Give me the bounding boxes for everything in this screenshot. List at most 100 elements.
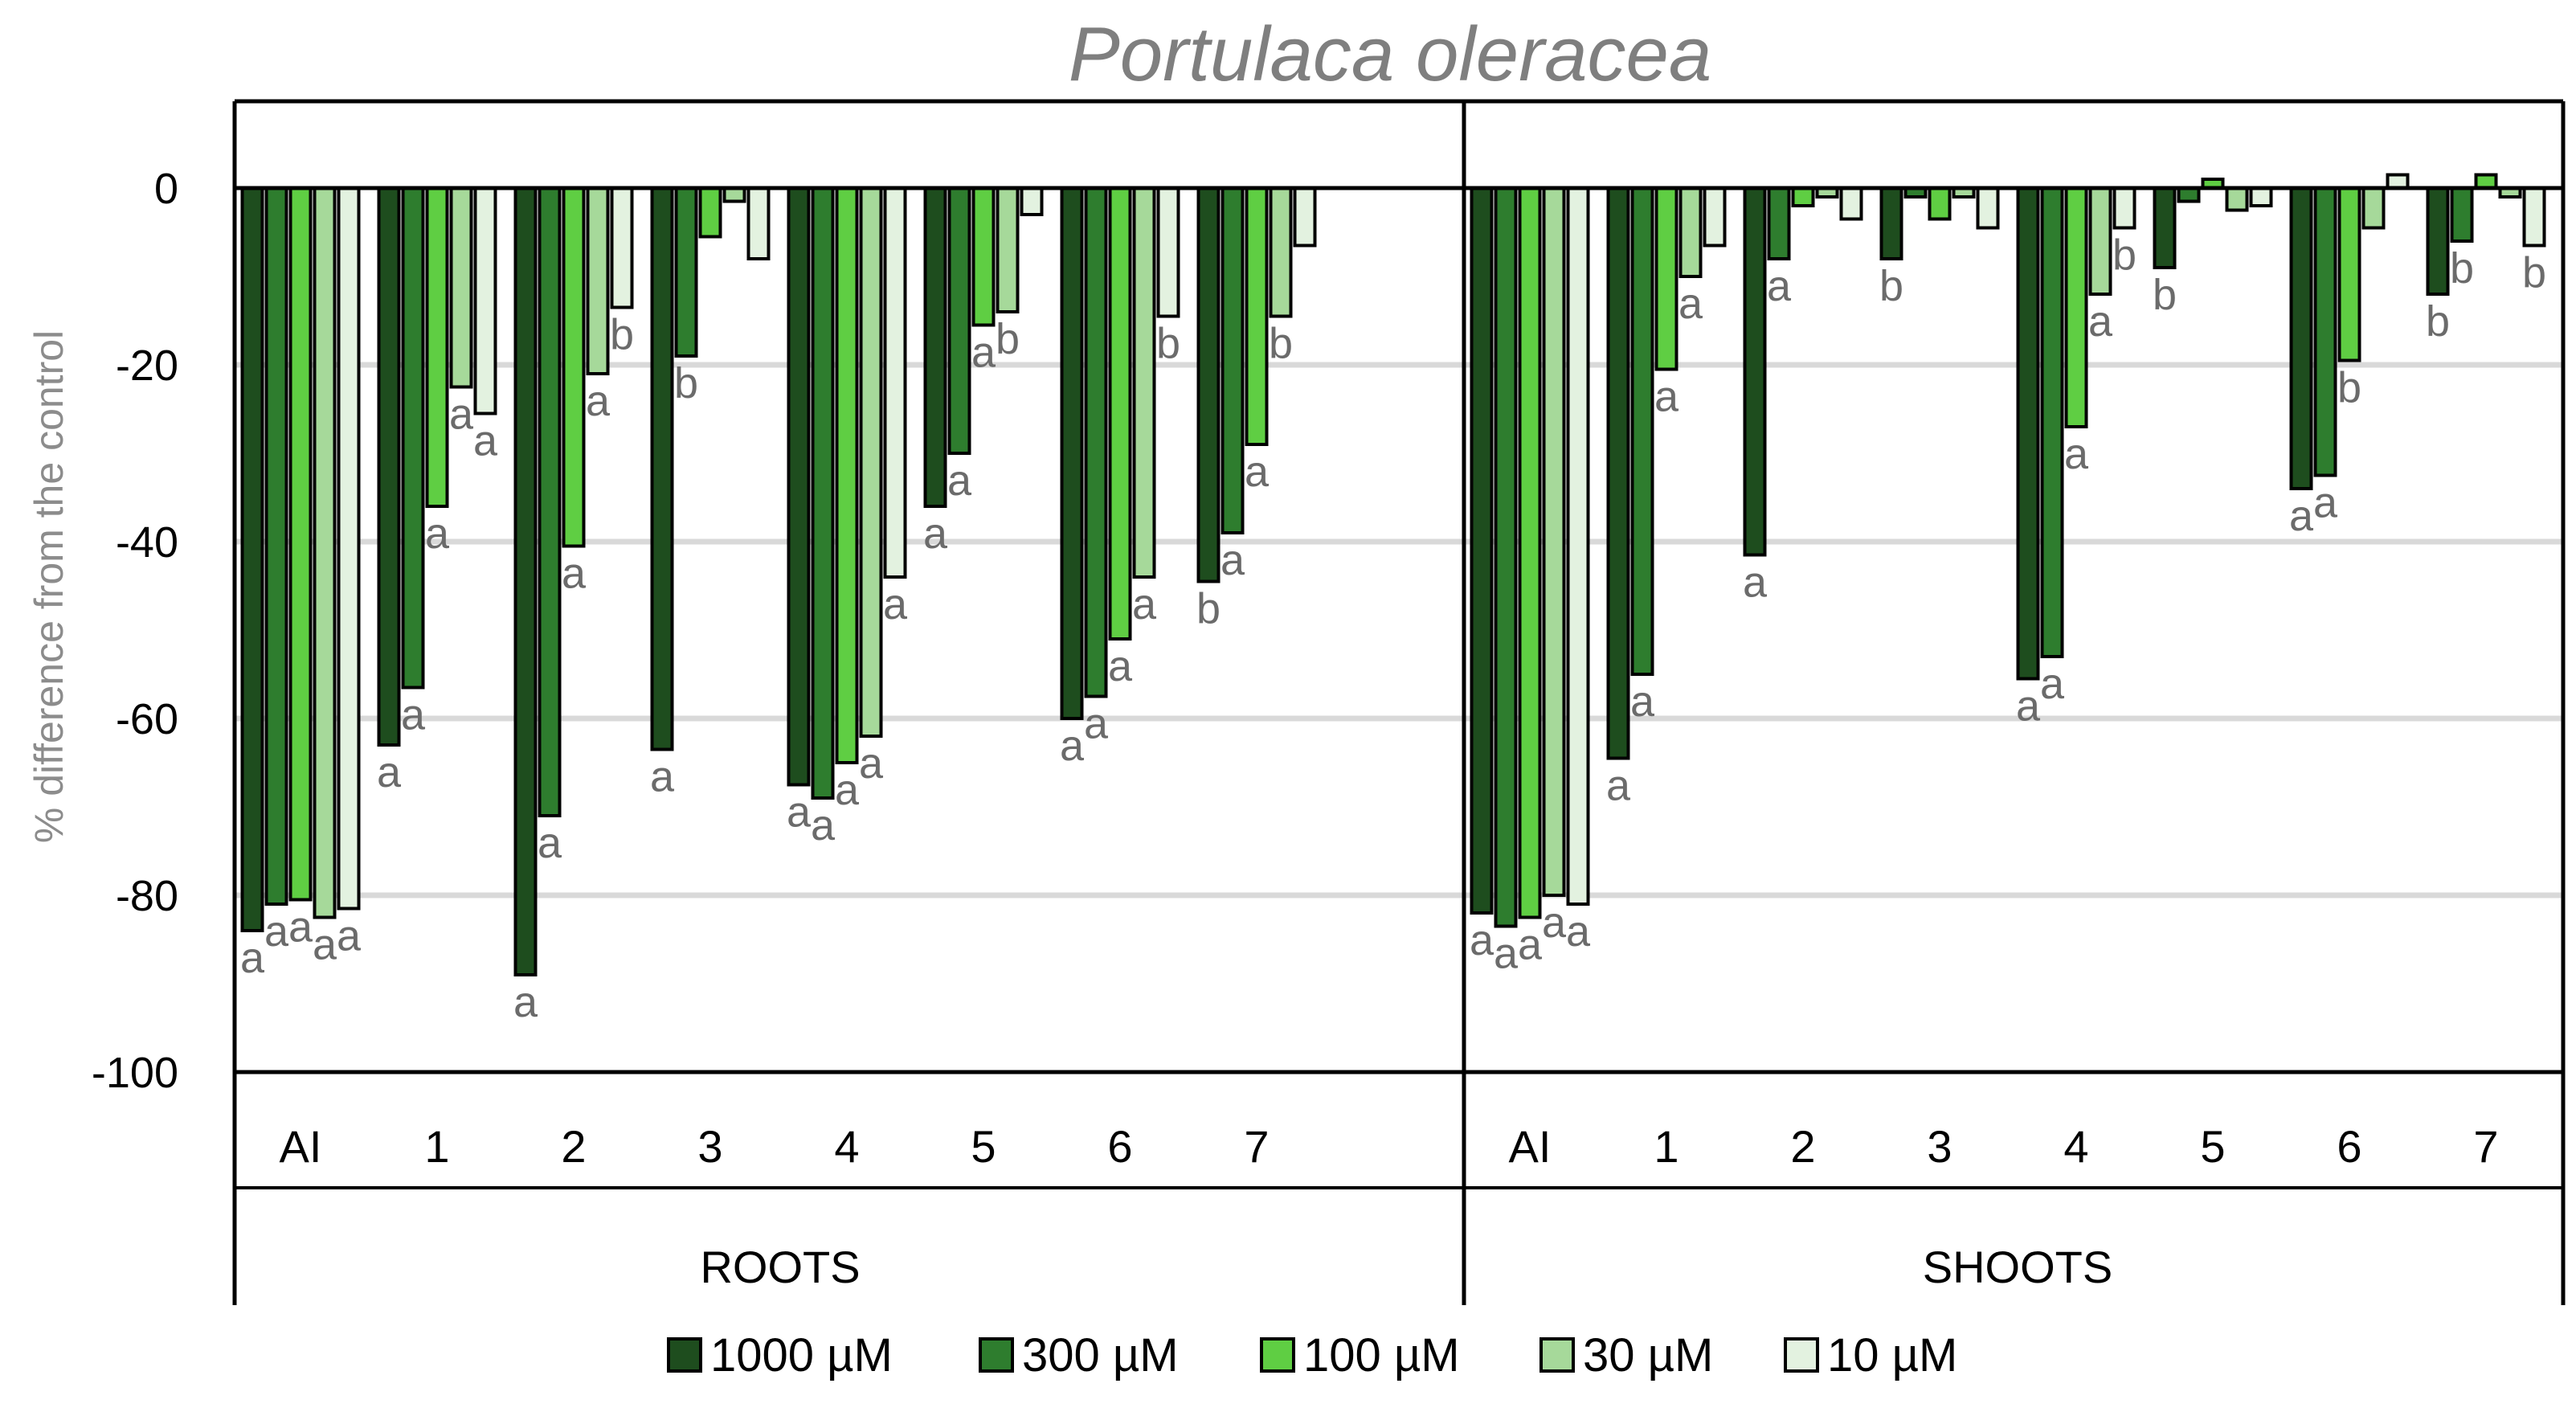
bar-shoots-5-0 — [2153, 186, 2177, 269]
significance-letter: a — [538, 819, 562, 867]
significance-letter: a — [1767, 262, 1792, 310]
significance-letter: a — [787, 788, 812, 837]
bar-shoots-7-4 — [2522, 186, 2546, 248]
bar-shoots-AI-3 — [1542, 186, 1566, 897]
bar-shoots-2-1 — [1767, 186, 1791, 260]
significance-letter: a — [240, 934, 265, 982]
x-tick-label: 1 — [424, 1121, 449, 1172]
significance-letter: b — [610, 311, 634, 359]
significance-letter: a — [377, 748, 402, 796]
significance-letter: a — [650, 753, 675, 801]
bar-roots-2-0 — [513, 186, 538, 976]
significance-letter: b — [2337, 364, 2361, 412]
x-tick-label: 4 — [2063, 1121, 2088, 1172]
significance-letter: a — [1678, 280, 1703, 328]
legend-swatch — [1784, 1337, 1819, 1373]
bar-roots-7-4 — [1293, 186, 1317, 248]
bar-roots-5-1 — [947, 186, 971, 455]
bar-shoots-7-0 — [2426, 186, 2450, 296]
significance-letter: a — [1494, 930, 1519, 978]
bar-shoots-AI-4 — [1566, 186, 1590, 906]
bar-shoots-4-0 — [2016, 186, 2040, 681]
significance-letter: a — [401, 691, 426, 739]
chart-title: Portulaca oleracea — [1069, 11, 1711, 97]
legend-entry: 1000 µM — [710, 1329, 893, 1381]
bar-roots-7-0 — [1196, 186, 1221, 583]
bar-roots-3-0 — [650, 186, 674, 751]
legend-swatch — [1260, 1337, 1295, 1373]
x-tick-label: 4 — [834, 1121, 859, 1172]
significance-letter: a — [1245, 448, 1270, 496]
plot-frame — [232, 99, 2566, 1305]
x-tick-label: 1 — [1654, 1121, 1678, 1172]
bar-shoots-4-1 — [2040, 186, 2064, 658]
significance-letter: a — [2088, 297, 2113, 346]
significance-letter: b — [2522, 249, 2546, 297]
bar-shoots-4-4 — [2112, 186, 2136, 230]
significance-letter: a — [264, 907, 289, 956]
significance-letter: b — [674, 359, 698, 407]
bar-shoots-6-2 — [2337, 186, 2361, 362]
bar-roots-AI-4 — [337, 186, 361, 911]
y-tick-label: -40 — [116, 518, 178, 567]
significance-letter: a — [425, 510, 450, 558]
significance-letter: a — [1084, 700, 1109, 748]
significance-letter: a — [2313, 479, 2338, 527]
significance-letter: a — [337, 912, 362, 960]
bar-roots-5-2 — [971, 186, 996, 327]
bar-roots-2-3 — [586, 186, 610, 375]
legend-swatch — [979, 1337, 1014, 1373]
bar-roots-4-3 — [859, 186, 883, 738]
bar-roots-7-2 — [1245, 186, 1269, 446]
group-label: SHOOTS — [1923, 1242, 2112, 1292]
bar-roots-2-2 — [562, 186, 586, 548]
bars — [240, 173, 2546, 976]
bar-shoots-3-2 — [1928, 186, 1952, 221]
significance-letter: a — [947, 456, 972, 505]
significance-letter: b — [2153, 271, 2177, 319]
bar-roots-4-4 — [883, 186, 907, 579]
significance-letter: a — [2040, 660, 2065, 708]
bar-roots-4-2 — [835, 186, 859, 764]
x-tick-label: AI — [1509, 1121, 1552, 1172]
y-tick-label: -80 — [116, 872, 178, 920]
legend-entry: 100 µM — [1303, 1329, 1460, 1381]
bar-roots-1-1 — [401, 186, 425, 690]
y-axis-label: % difference from the control — [27, 330, 72, 843]
bar-shoots-1-1 — [1630, 186, 1654, 676]
bar-roots-4-1 — [811, 186, 835, 800]
y-tick-label: -20 — [116, 342, 178, 390]
significance-letter: a — [883, 580, 908, 628]
bar-roots-AI-1 — [264, 186, 288, 906]
significance-letter: a — [923, 510, 948, 558]
bar-shoots-6-1 — [2313, 186, 2337, 477]
bar-shoots-1-2 — [1654, 186, 1678, 371]
significance-letter: a — [1221, 536, 1245, 584]
x-tick-label: 7 — [2473, 1121, 2498, 1172]
significance-letter: a — [1630, 677, 1655, 726]
significance-letter: a — [1470, 916, 1494, 964]
significance-letter: b — [996, 315, 1020, 363]
bar-roots-2-4 — [610, 186, 634, 309]
bar-roots-AI-2 — [288, 186, 313, 902]
bar-roots-4-0 — [787, 186, 811, 787]
y-axis-ticks: 0 -20 -40 -60 -80 -100 — [92, 165, 178, 1097]
bar-roots-3-1 — [674, 186, 698, 358]
x-tick-label: 3 — [1927, 1121, 1952, 1172]
bar-shoots-2-0 — [1743, 186, 1767, 557]
significance-letter: a — [1060, 722, 1085, 770]
bar-shoots-AI-2 — [1518, 186, 1542, 919]
x-tick-label: 6 — [2337, 1121, 2361, 1172]
bar-shoots-AI-1 — [1494, 186, 1518, 928]
significance-letter: b — [1196, 585, 1221, 633]
significance-letter: a — [473, 417, 498, 465]
significance-letter: b — [1156, 320, 1180, 368]
gridlines — [235, 362, 2563, 898]
x-tick-label: AI — [280, 1121, 322, 1172]
bar-roots-7-1 — [1221, 186, 1245, 534]
legend-swatch — [1539, 1337, 1575, 1373]
significance-letter: a — [971, 329, 996, 377]
bar-roots-AI-3 — [313, 186, 337, 919]
